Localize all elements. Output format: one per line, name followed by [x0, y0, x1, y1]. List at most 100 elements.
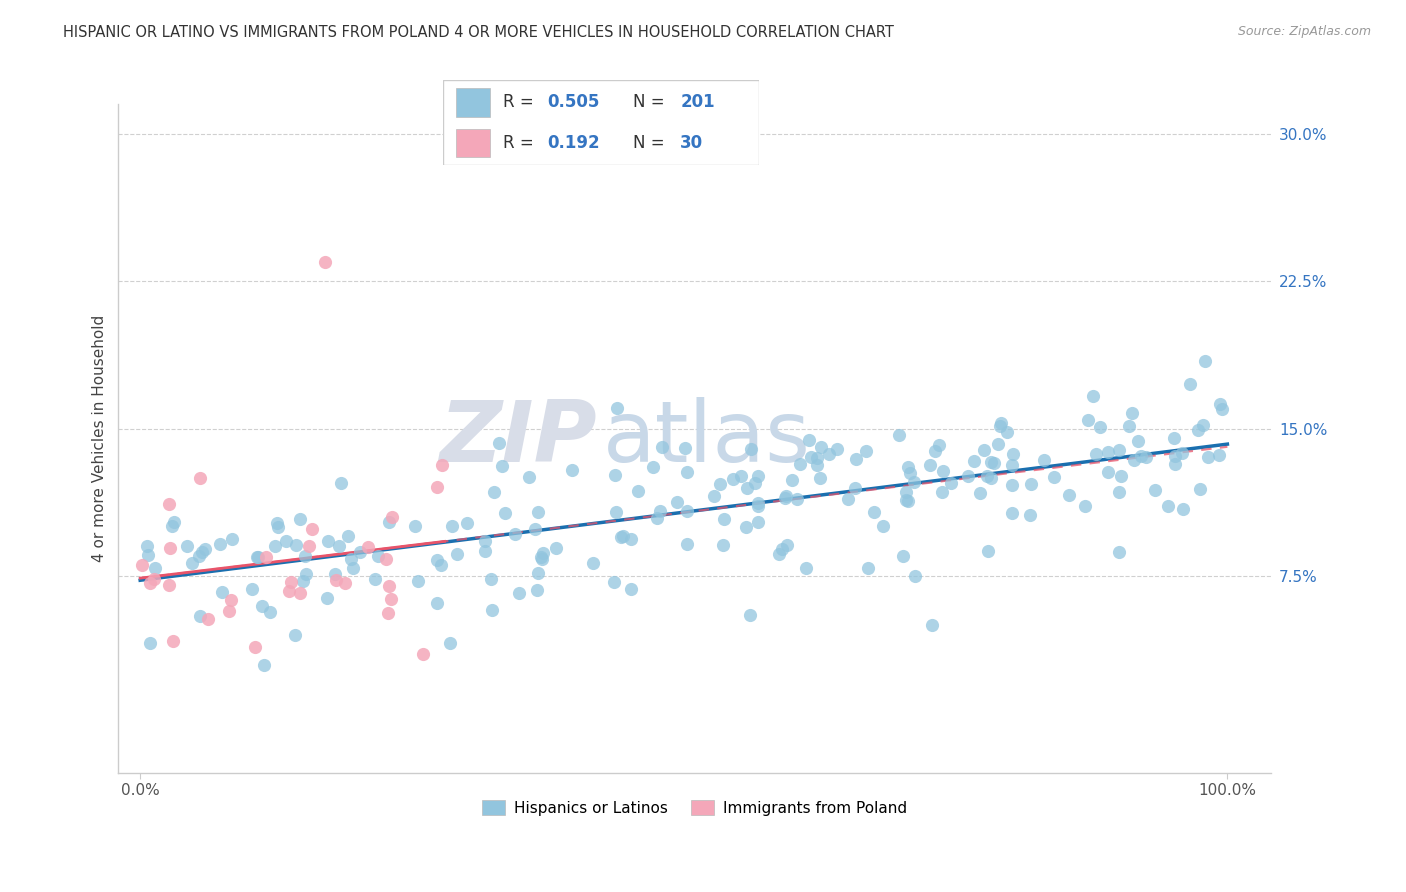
Point	[620, 582, 643, 596]
Point	[775, 489, 797, 503]
Point	[159, 541, 181, 556]
Text: N =: N =	[633, 134, 669, 152]
Point	[1188, 482, 1211, 496]
Point	[288, 511, 311, 525]
Point	[136, 539, 159, 553]
Point	[920, 458, 942, 473]
Point	[367, 549, 389, 563]
Point	[1208, 448, 1230, 462]
Point	[651, 440, 673, 454]
Point	[531, 546, 554, 560]
Point	[605, 467, 627, 482]
Point	[439, 636, 461, 650]
Point	[544, 541, 567, 555]
Point	[315, 591, 337, 605]
Point	[603, 574, 626, 589]
Point	[337, 529, 360, 543]
Y-axis label: 4 or more Vehicles in Household: 4 or more Vehicles in Household	[93, 315, 107, 562]
Point	[1171, 501, 1194, 516]
Point	[246, 549, 269, 564]
Point	[620, 533, 643, 547]
Point	[627, 484, 650, 499]
Point	[924, 444, 946, 458]
Point	[292, 574, 315, 589]
Point	[776, 538, 799, 552]
Point	[855, 444, 877, 458]
Text: 0.192: 0.192	[547, 134, 600, 152]
Point	[810, 440, 832, 454]
Point	[139, 576, 162, 591]
Point	[1197, 450, 1219, 464]
Point	[381, 509, 404, 524]
Point	[963, 453, 986, 467]
Point	[844, 481, 866, 495]
Point	[406, 574, 429, 589]
Point	[363, 572, 385, 586]
Point	[1032, 452, 1054, 467]
Point	[703, 489, 725, 503]
Point	[863, 506, 886, 520]
Point	[641, 460, 664, 475]
Point	[1108, 443, 1130, 458]
Point	[191, 545, 214, 559]
Point	[503, 527, 526, 541]
Point	[799, 433, 821, 447]
Point	[143, 572, 166, 586]
Point	[375, 552, 398, 566]
Point	[1074, 499, 1097, 513]
Point	[1001, 447, 1024, 461]
Point	[531, 552, 554, 566]
Point	[904, 568, 927, 582]
Point	[1191, 417, 1213, 432]
Point	[1001, 478, 1024, 492]
Point	[294, 549, 316, 563]
Point	[800, 450, 823, 464]
FancyBboxPatch shape	[443, 80, 759, 165]
Point	[342, 560, 364, 574]
Point	[404, 518, 426, 533]
Point	[253, 657, 276, 672]
Point	[780, 473, 803, 487]
Point	[1019, 508, 1042, 523]
Point	[157, 497, 180, 511]
Point	[1108, 484, 1130, 499]
Point	[931, 485, 953, 500]
Text: atlas: atlas	[603, 397, 810, 480]
Point	[980, 455, 1002, 469]
Point	[1057, 488, 1080, 502]
Point	[162, 634, 184, 648]
Point	[1135, 450, 1157, 464]
Point	[721, 472, 744, 486]
Point	[163, 515, 186, 529]
Point	[285, 538, 308, 552]
Point	[735, 481, 758, 495]
Point	[605, 505, 627, 519]
Point	[280, 574, 302, 589]
Point	[898, 466, 921, 480]
Point	[136, 549, 159, 563]
Point	[488, 435, 510, 450]
Point	[1128, 434, 1150, 448]
Point	[1164, 457, 1187, 471]
Point	[349, 544, 371, 558]
Point	[446, 547, 468, 561]
Point	[1194, 354, 1216, 368]
Point	[218, 604, 240, 618]
Point	[377, 606, 399, 620]
Point	[524, 522, 547, 536]
Point	[295, 567, 318, 582]
Point	[1123, 453, 1146, 467]
Point	[891, 549, 914, 563]
Point	[339, 552, 361, 566]
Text: HISPANIC OR LATINO VS IMMIGRANTS FROM POLAND 4 OR MORE VEHICLES IN HOUSEHOLD COR: HISPANIC OR LATINO VS IMMIGRANTS FROM PO…	[63, 25, 894, 40]
Point	[425, 552, 447, 566]
Point	[1163, 431, 1185, 445]
Point	[250, 599, 273, 613]
Point	[1081, 389, 1104, 403]
Point	[1088, 420, 1111, 434]
Point	[481, 603, 503, 617]
Point	[530, 549, 553, 564]
Point	[481, 572, 503, 586]
Point	[298, 539, 321, 553]
Point	[976, 468, 998, 483]
